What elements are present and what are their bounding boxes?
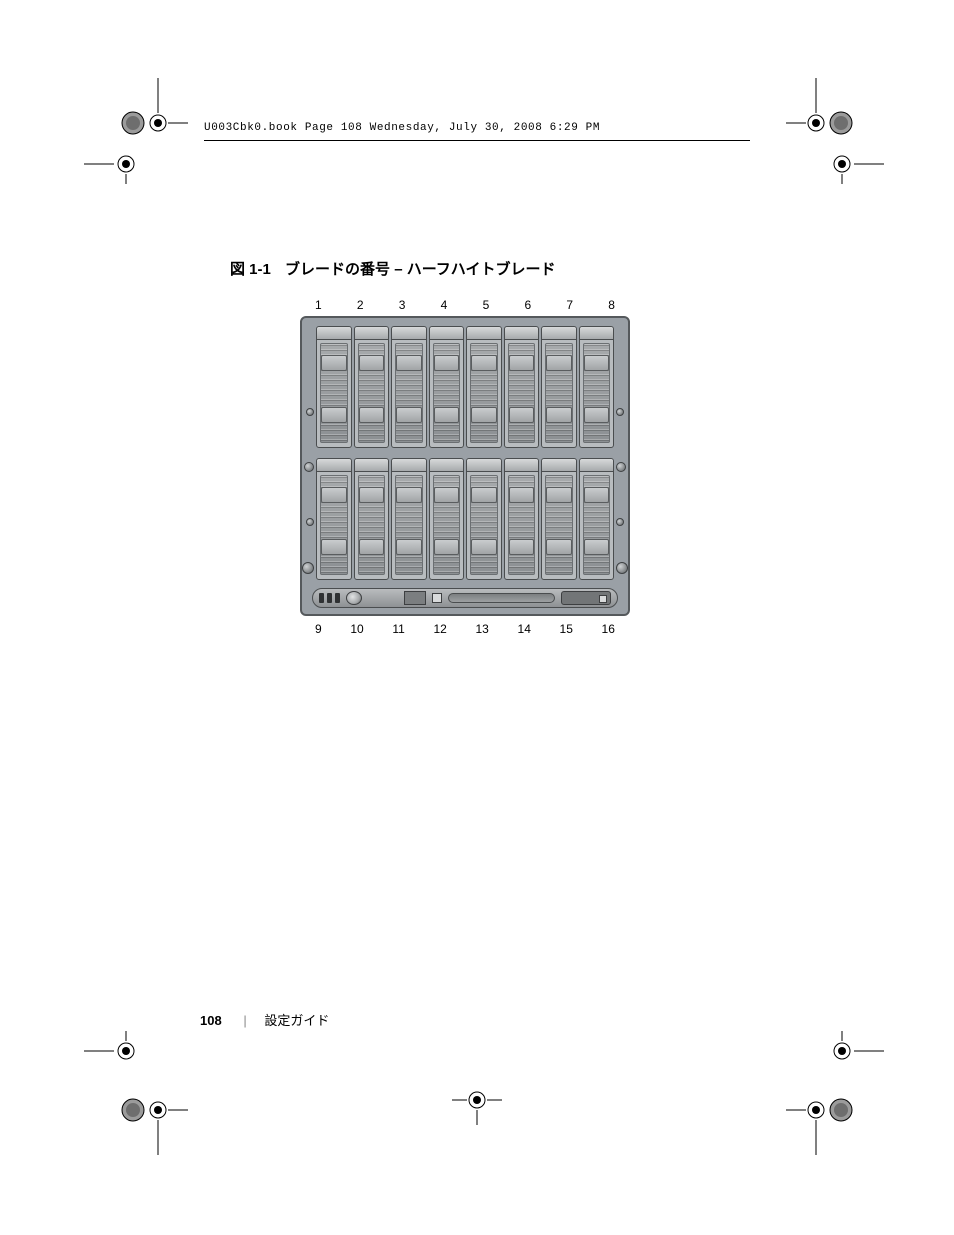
page-number: 108 — [200, 1013, 222, 1028]
crop-mark-icon — [786, 1075, 866, 1155]
running-head: U003Cbk0.book Page 108 Wednesday, July 3… — [204, 122, 750, 141]
blade-slot — [466, 326, 502, 448]
screw-icon — [616, 518, 624, 526]
blade-number: 13 — [476, 622, 489, 636]
screw-icon — [306, 518, 314, 526]
footer-divider: | — [243, 1013, 246, 1028]
blade-row-top — [316, 326, 614, 448]
blade-slot — [504, 326, 540, 448]
screw-icon — [302, 562, 314, 574]
blade-slot — [579, 458, 615, 580]
panel-icon — [404, 591, 426, 605]
blade-number: 7 — [566, 298, 573, 312]
screw-icon — [304, 462, 314, 472]
crop-mark-icon — [84, 144, 154, 184]
blade-number: 11 — [392, 622, 404, 636]
blade-number: 15 — [560, 622, 573, 636]
blade-slot — [354, 326, 390, 448]
blade-number: 6 — [524, 298, 531, 312]
blade-number: 12 — [433, 622, 446, 636]
blade-number: 5 — [483, 298, 490, 312]
blade-slot — [316, 326, 352, 448]
blade-slot — [429, 326, 465, 448]
blade-slot — [316, 458, 352, 580]
blade-slot — [579, 326, 615, 448]
enclosure-control-bar — [312, 588, 618, 608]
blade-enclosure-diagram — [300, 316, 630, 616]
blade-slot — [466, 458, 502, 580]
blade-top-labels: 1 2 3 4 5 6 7 8 — [315, 298, 615, 312]
blade-slot — [391, 326, 427, 448]
power-button-icon — [346, 591, 362, 605]
end-module-icon — [561, 591, 611, 605]
blade-slot — [504, 458, 540, 580]
blade-bottom-labels: 9 10 11 12 13 14 15 16 — [315, 622, 615, 636]
crop-mark-icon — [814, 1031, 884, 1071]
section-title: 設定ガイド — [264, 1013, 329, 1028]
blade-number: 14 — [518, 622, 531, 636]
blade-slot — [429, 458, 465, 580]
io-ports-icon — [319, 593, 340, 603]
page-footer: 108 | 設定ガイド — [200, 1010, 329, 1029]
blade-number: 4 — [441, 298, 448, 312]
figure-number: 図 1-1 — [230, 261, 271, 278]
figure-title: ブレードの番号 – ハーフハイトブレード — [285, 261, 555, 278]
crop-mark-icon — [814, 144, 884, 184]
blade-slot — [391, 458, 427, 580]
indicator-icon — [432, 593, 442, 603]
blade-slot — [541, 458, 577, 580]
blade-number: 10 — [350, 622, 363, 636]
figure-caption: 図 1-1 ブレードの番号 – ハーフハイトブレード — [230, 258, 556, 279]
screw-icon — [616, 408, 624, 416]
blade-number: 8 — [608, 298, 615, 312]
crop-mark-icon — [84, 1031, 154, 1071]
crop-mark-icon — [108, 1075, 188, 1155]
blade-number: 3 — [399, 298, 406, 312]
blade-number: 16 — [602, 622, 615, 636]
blade-number: 9 — [315, 622, 322, 636]
screw-icon — [616, 462, 626, 472]
screw-icon — [306, 408, 314, 416]
blade-row-bottom — [316, 458, 614, 580]
crop-mark-icon — [452, 1075, 502, 1125]
figure: 1 2 3 4 5 6 7 8 — [300, 298, 630, 636]
blade-number: 1 — [315, 298, 322, 312]
page: U003Cbk0.book Page 108 Wednesday, July 3… — [0, 0, 954, 1235]
blade-slot — [354, 458, 390, 580]
blade-number: 2 — [357, 298, 364, 312]
blade-slot — [541, 326, 577, 448]
slot-icon — [448, 593, 555, 603]
screw-icon — [616, 562, 628, 574]
running-head-text: U003Cbk0.book Page 108 Wednesday, July 3… — [204, 122, 600, 134]
